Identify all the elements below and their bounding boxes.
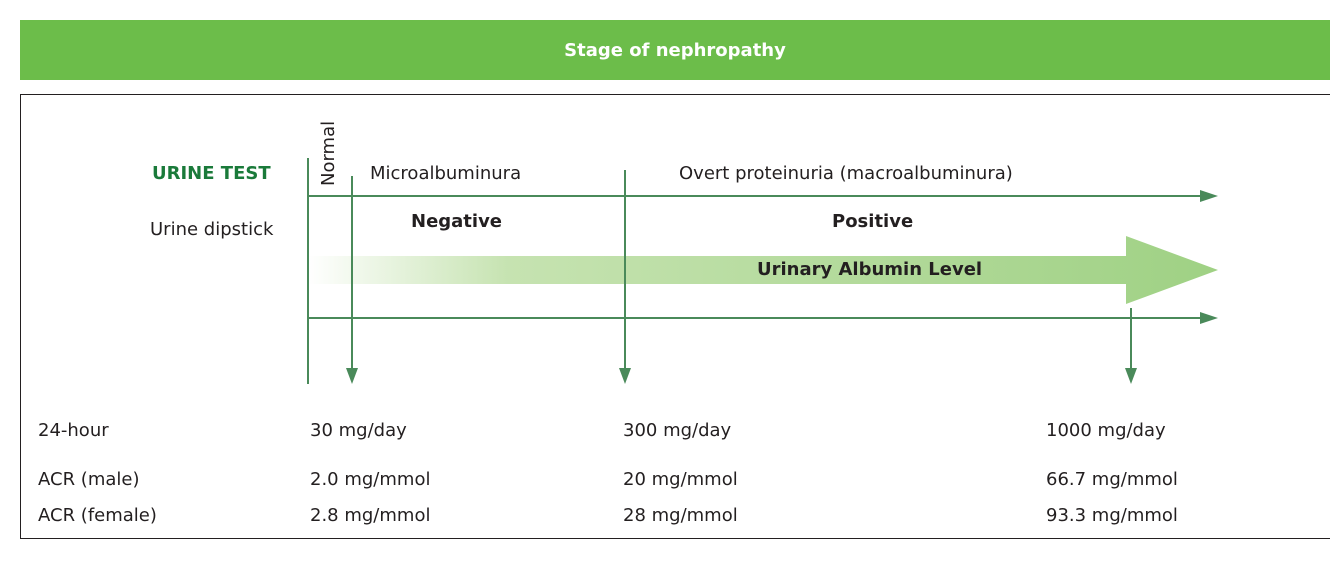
threshold-arrow-1-head bbox=[346, 368, 358, 384]
row-label-acr-male: ACR (male) bbox=[38, 469, 140, 490]
microalbuminuria-label: Microalbuminura bbox=[370, 163, 522, 184]
stage-header: Stage of nephropathy bbox=[20, 20, 1330, 80]
value-acr-female-1: 2.8 mg/mmol bbox=[310, 505, 431, 526]
value-24h-2: 300 mg/day bbox=[623, 420, 732, 441]
urine-dipstick-label: Urine dipstick bbox=[150, 219, 274, 240]
urine-test-label: URINE TEST bbox=[152, 163, 271, 184]
diagram-frame bbox=[20, 94, 1330, 539]
urinary-albumin-label: Urinary Albumin Level bbox=[757, 259, 983, 280]
overt-proteinuria-label: Overt proteinuria (macroalbuminura) bbox=[679, 163, 1013, 184]
negative-label: Negative bbox=[411, 211, 503, 232]
albumin-level-arrow bbox=[308, 236, 1218, 304]
value-acr-female-2: 28 mg/mmol bbox=[623, 505, 738, 526]
value-24h-3: 1000 mg/day bbox=[1046, 420, 1166, 441]
top-timeline-arrowhead bbox=[1200, 190, 1218, 202]
threshold-arrow-3-head bbox=[1125, 368, 1137, 384]
normal-label: Normal bbox=[318, 120, 339, 186]
value-acr-female-3: 93.3 mg/mmol bbox=[1046, 505, 1178, 526]
positive-label: Positive bbox=[832, 211, 914, 232]
threshold-arrow-2-head bbox=[619, 368, 631, 384]
row-label-24-hour: 24-hour bbox=[38, 420, 109, 441]
value-acr-male-2: 20 mg/mmol bbox=[623, 469, 738, 490]
value-acr-male-3: 66.7 mg/mmol bbox=[1046, 469, 1178, 490]
value-24h-1: 30 mg/day bbox=[310, 420, 407, 441]
bottom-timeline-arrowhead bbox=[1200, 312, 1218, 324]
stage-title: Stage of nephropathy bbox=[564, 39, 786, 61]
row-label-acr-female: ACR (female) bbox=[38, 505, 157, 526]
value-acr-male-1: 2.0 mg/mmol bbox=[310, 469, 431, 490]
